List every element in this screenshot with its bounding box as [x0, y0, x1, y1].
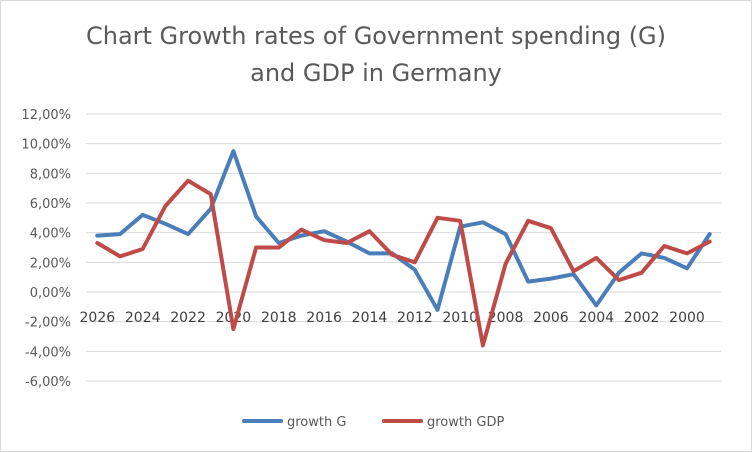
y-tick-label: 4,00% — [30, 227, 71, 242]
chart-title: Chart Growth rates of Government spendin… — [86, 22, 666, 87]
x-tick-label: 2016 — [306, 310, 342, 326]
series-line-growth-g — [95, 149, 712, 312]
y-tick-label: -2,00% — [25, 316, 71, 331]
x-tick-label: 2012 — [397, 310, 433, 326]
y-tick-label: -6,00% — [25, 375, 71, 390]
legend-label: growth G — [287, 415, 346, 430]
x-tick-label: 2006 — [533, 310, 569, 326]
x-tick-label: 2024 — [125, 310, 161, 326]
y-tick-label: -4,00% — [25, 345, 71, 360]
x-tick-label: 2000 — [669, 310, 705, 326]
x-tick-label: 2004 — [578, 310, 614, 326]
chart-title-line-2: and GDP in Germany — [250, 59, 502, 87]
x-tick-label: 2026 — [80, 310, 116, 326]
x-tick-label: 2008 — [488, 310, 524, 326]
series-lines — [95, 149, 712, 348]
series-line-growth-gdp — [95, 178, 712, 348]
x-tick-label: 2018 — [261, 310, 297, 326]
y-tick-label: 2,00% — [30, 256, 71, 271]
y-tick-label: 12,00% — [21, 108, 71, 123]
x-tick-label: 2022 — [170, 310, 206, 326]
chart-title-line-1: Chart Growth rates of Government spendin… — [86, 22, 666, 50]
x-tick-label: 2014 — [352, 310, 388, 326]
x-tick-label: 2002 — [624, 310, 660, 326]
y-tick-label: 6,00% — [30, 197, 71, 212]
legend: growth G growth GDP — [242, 415, 504, 430]
gridlines — [86, 113, 721, 382]
y-axis-tick-labels: -6,00% -4,00% -2,00% 0,00% 2,00% 4,00% 6,00% 8,… — [21, 108, 71, 390]
x-axis-tick-labels: 2026 2024 2022 2020 2018 2016 2014 2012 2010 2008… — [80, 310, 705, 326]
y-tick-label: 10,00% — [21, 138, 71, 153]
x-tick-label: 2010 — [442, 310, 478, 326]
y-tick-label: 0,00% — [30, 286, 71, 301]
y-tick-label: 8,00% — [30, 167, 71, 182]
legend-label: growth GDP — [427, 415, 504, 430]
